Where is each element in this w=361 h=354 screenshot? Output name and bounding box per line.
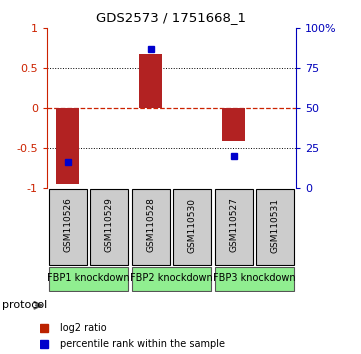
Bar (49, 189, 87, 265)
Text: GSM110526: GSM110526 (63, 198, 72, 252)
Text: GSM110531: GSM110531 (271, 198, 280, 252)
Text: FBP2 knockdown: FBP2 knockdown (130, 273, 213, 283)
Title: GDS2573 / 1751668_1: GDS2573 / 1751668_1 (96, 11, 247, 24)
Bar (132, 189, 170, 265)
Text: GSM110527: GSM110527 (229, 198, 238, 252)
Text: protocol: protocol (2, 300, 47, 310)
Bar (56, 108, 79, 184)
Bar (49, 267, 128, 291)
Bar (132, 267, 211, 291)
Text: GSM110529: GSM110529 (105, 198, 114, 252)
Bar (173, 189, 211, 265)
Text: GSM110528: GSM110528 (146, 198, 155, 252)
Bar (139, 54, 162, 108)
Bar (256, 189, 294, 265)
Bar (90, 189, 128, 265)
Bar (215, 267, 294, 291)
Bar (222, 108, 245, 141)
Text: FBP3 knockdown: FBP3 knockdown (213, 273, 296, 283)
Text: log2 ratio: log2 ratio (60, 323, 106, 333)
Text: FBP1 knockdown: FBP1 knockdown (47, 273, 130, 283)
Text: GSM110530: GSM110530 (188, 198, 197, 252)
Bar (215, 189, 253, 265)
Text: percentile rank within the sample: percentile rank within the sample (60, 339, 225, 349)
